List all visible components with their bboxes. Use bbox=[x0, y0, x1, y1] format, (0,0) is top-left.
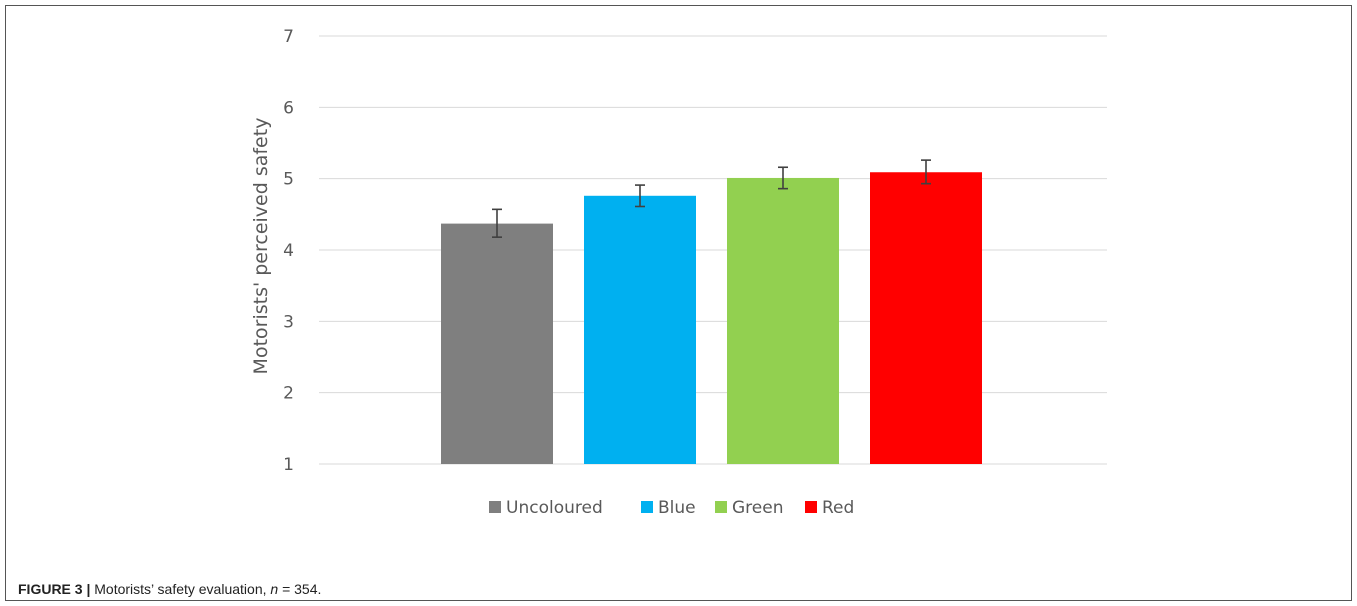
error-bar-uncoloured bbox=[492, 208, 502, 238]
bar-red bbox=[870, 172, 982, 464]
error-bar-green bbox=[778, 166, 788, 190]
error-bar-blue bbox=[635, 184, 645, 208]
y-tick-label: 3 bbox=[283, 312, 294, 332]
y-tick-label: 4 bbox=[283, 241, 294, 261]
y-tick-label: 2 bbox=[283, 384, 294, 404]
legend-swatch-blue bbox=[641, 501, 653, 513]
caption-n: n bbox=[270, 581, 279, 597]
legend-swatch-green bbox=[715, 501, 727, 513]
bar-chart: 1 2 3 4 5 6 7 Motorists' perceived safety Uncolo… bbox=[250, 27, 1107, 518]
error-bar-red bbox=[921, 159, 931, 185]
figure-caption: FIGURE 3 | Motorists’ safety evaluation,… bbox=[18, 581, 321, 597]
y-axis-title: Motorists' perceived safety bbox=[250, 118, 272, 375]
legend-label-red: Red bbox=[822, 498, 854, 518]
bar-green bbox=[727, 177, 839, 464]
legend-swatch-uncoloured bbox=[489, 501, 501, 513]
legend-swatch-red bbox=[805, 501, 817, 513]
y-tick-label: 1 bbox=[283, 455, 294, 475]
legend-label-uncoloured: Uncoloured bbox=[506, 498, 603, 518]
y-tick-label: 6 bbox=[283, 98, 294, 118]
legend-label-green: Green bbox=[732, 498, 783, 518]
y-tick-label: 7 bbox=[283, 27, 294, 47]
bar-uncoloured bbox=[441, 223, 553, 464]
bar-blue bbox=[584, 195, 696, 464]
y-tick-label: 5 bbox=[283, 170, 294, 190]
caption-text: Motorists’ safety evaluation, bbox=[90, 581, 271, 597]
caption-label: FIGURE 3 | bbox=[18, 581, 91, 597]
legend-label-blue: Blue bbox=[658, 498, 696, 518]
caption-count: = 354. bbox=[278, 581, 322, 597]
figure-frame: 1 2 3 4 5 6 7 Motorists' perceived safety Uncolo… bbox=[5, 5, 1352, 601]
